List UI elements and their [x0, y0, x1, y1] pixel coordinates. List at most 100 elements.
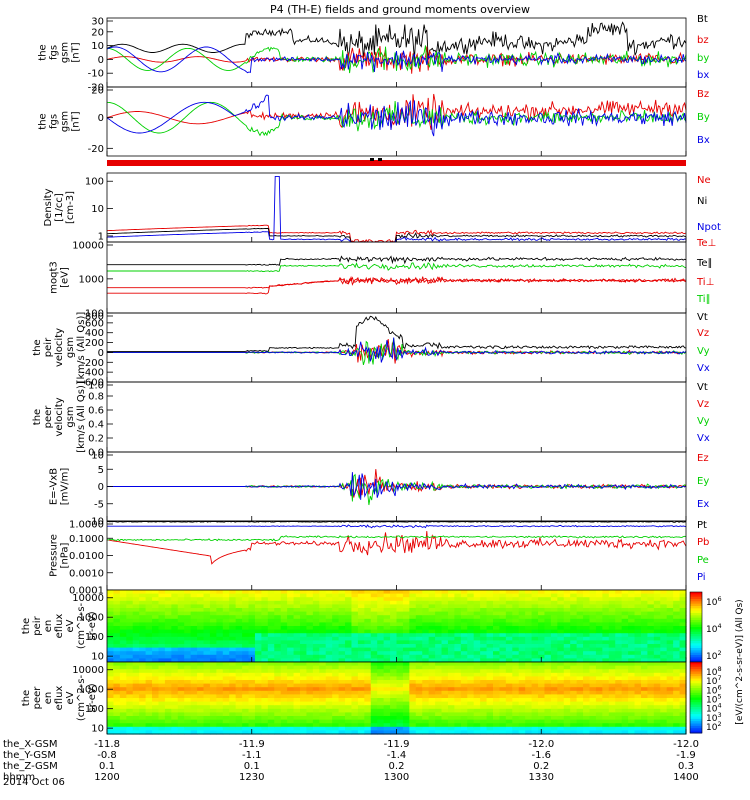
spectrogram-cell [531, 629, 539, 634]
y-axis-label: Density [43, 188, 54, 226]
spectrogram-cell [235, 694, 243, 699]
spectrogram-cell [229, 683, 237, 688]
spectrogram-cell [428, 644, 436, 649]
spectrogram-cell [493, 662, 501, 667]
spectrogram-cell [300, 716, 308, 721]
spectrogram-cell [293, 604, 301, 609]
spectrogram-cell [647, 658, 655, 663]
spectrogram-cell [261, 640, 269, 645]
spectrogram-cell [447, 694, 455, 699]
spectrogram-cell [615, 669, 623, 674]
spectrogram-cell [538, 694, 546, 699]
spectrogram-cell [512, 712, 520, 717]
spectrogram-cell [107, 705, 115, 710]
spectrogram-cell [493, 600, 501, 605]
colorbar-cell [690, 662, 702, 665]
spectrogram-cell [216, 633, 224, 638]
spectrogram-cell [152, 647, 160, 652]
spectrogram-cell [274, 622, 282, 627]
spectrogram-cell [518, 716, 526, 721]
spectrogram-cell [454, 687, 462, 692]
spectrogram-cell [132, 622, 140, 627]
spectrogram-cell [126, 629, 134, 634]
spectrogram-cell [119, 719, 127, 724]
spectrogram-cell [634, 626, 642, 631]
spectrogram-cell [126, 687, 134, 692]
panel-frame [106, 241, 687, 314]
spectrogram-cell [364, 590, 372, 595]
spectrogram-cell [306, 723, 314, 728]
spectrogram-cell [287, 604, 295, 609]
spectrogram-cell [628, 604, 636, 609]
spectrogram-cell [152, 622, 160, 627]
spectrogram-cell [531, 665, 539, 670]
spectrogram-cell [505, 590, 513, 595]
spectrogram-cell [589, 626, 597, 631]
spectrogram-cell [119, 615, 127, 620]
spectrogram-cell [345, 647, 353, 652]
spectrogram-cell [647, 694, 655, 699]
spectrogram-cell [158, 640, 166, 645]
spectrogram-cell [422, 618, 430, 623]
spectrogram-cell [345, 611, 353, 616]
spectrogram-cell [467, 730, 475, 735]
spectrogram-cell [267, 604, 275, 609]
spectrogram-cell [550, 626, 558, 631]
spectrogram-cell [499, 600, 507, 605]
spectrogram-cell [383, 608, 391, 613]
spectrogram-cell [454, 629, 462, 634]
spectrogram-cell [184, 683, 192, 688]
spectrogram-cell [119, 716, 127, 721]
spectrogram-cell [544, 640, 552, 645]
spectrogram-cell [608, 683, 616, 688]
spectrogram-cell [447, 611, 455, 616]
spectrogram-cell [505, 626, 513, 631]
spectrogram-cell [139, 698, 147, 703]
spectrogram-cell [222, 600, 230, 605]
spectrogram-cell [164, 608, 172, 613]
spectrogram-cell [132, 669, 140, 674]
spectrogram-cell [583, 708, 591, 713]
spectrogram-cell [274, 604, 282, 609]
spectrogram-cell [538, 719, 546, 724]
spectrogram-cell [660, 683, 668, 688]
spectrogram-cell [132, 726, 140, 731]
spectrogram-cell [473, 690, 481, 695]
spectrogram-cell [615, 676, 623, 681]
spectrogram-cell [287, 680, 295, 685]
spectrogram-cell [139, 716, 147, 721]
spectrogram-cell [628, 640, 636, 645]
spectrogram-cell [538, 633, 546, 638]
x-axis-row-label: hhmm [3, 772, 35, 783]
spectrogram-cell [357, 698, 365, 703]
spectrogram-cell [679, 633, 687, 638]
status-marker [378, 158, 382, 161]
spectrogram-cell [306, 687, 314, 692]
spectrogram-cell [325, 669, 333, 674]
spectrogram-cell [261, 618, 269, 623]
spectrogram-cell [113, 701, 121, 706]
spectrogram-cell [531, 719, 539, 724]
spectrogram-cell [460, 683, 468, 688]
spectrogram-cell [480, 590, 488, 595]
spectrogram-cell [518, 658, 526, 663]
spectrogram-cell [306, 622, 314, 627]
spectrogram-cell [589, 629, 597, 634]
spectrogram-cell [306, 604, 314, 609]
spectrogram-cell [544, 618, 552, 623]
spectrogram-cell [512, 590, 520, 595]
spectrogram-cell [563, 701, 571, 706]
colorbar-cell [690, 657, 702, 661]
spectrogram-cell [454, 622, 462, 627]
spectrogram-cell [383, 690, 391, 695]
spectrogram-cell [209, 665, 217, 670]
spectrogram-cell [679, 719, 687, 724]
spectrogram-cell [634, 597, 642, 602]
spectrogram-cell [428, 708, 436, 713]
spectrogram-cell [364, 615, 372, 620]
spectrogram-cell [538, 651, 546, 656]
spectrogram-cell [132, 618, 140, 623]
spectrogram-cell [673, 600, 681, 605]
spectrogram-cell [570, 593, 578, 598]
spectrogram-cell [518, 708, 526, 713]
